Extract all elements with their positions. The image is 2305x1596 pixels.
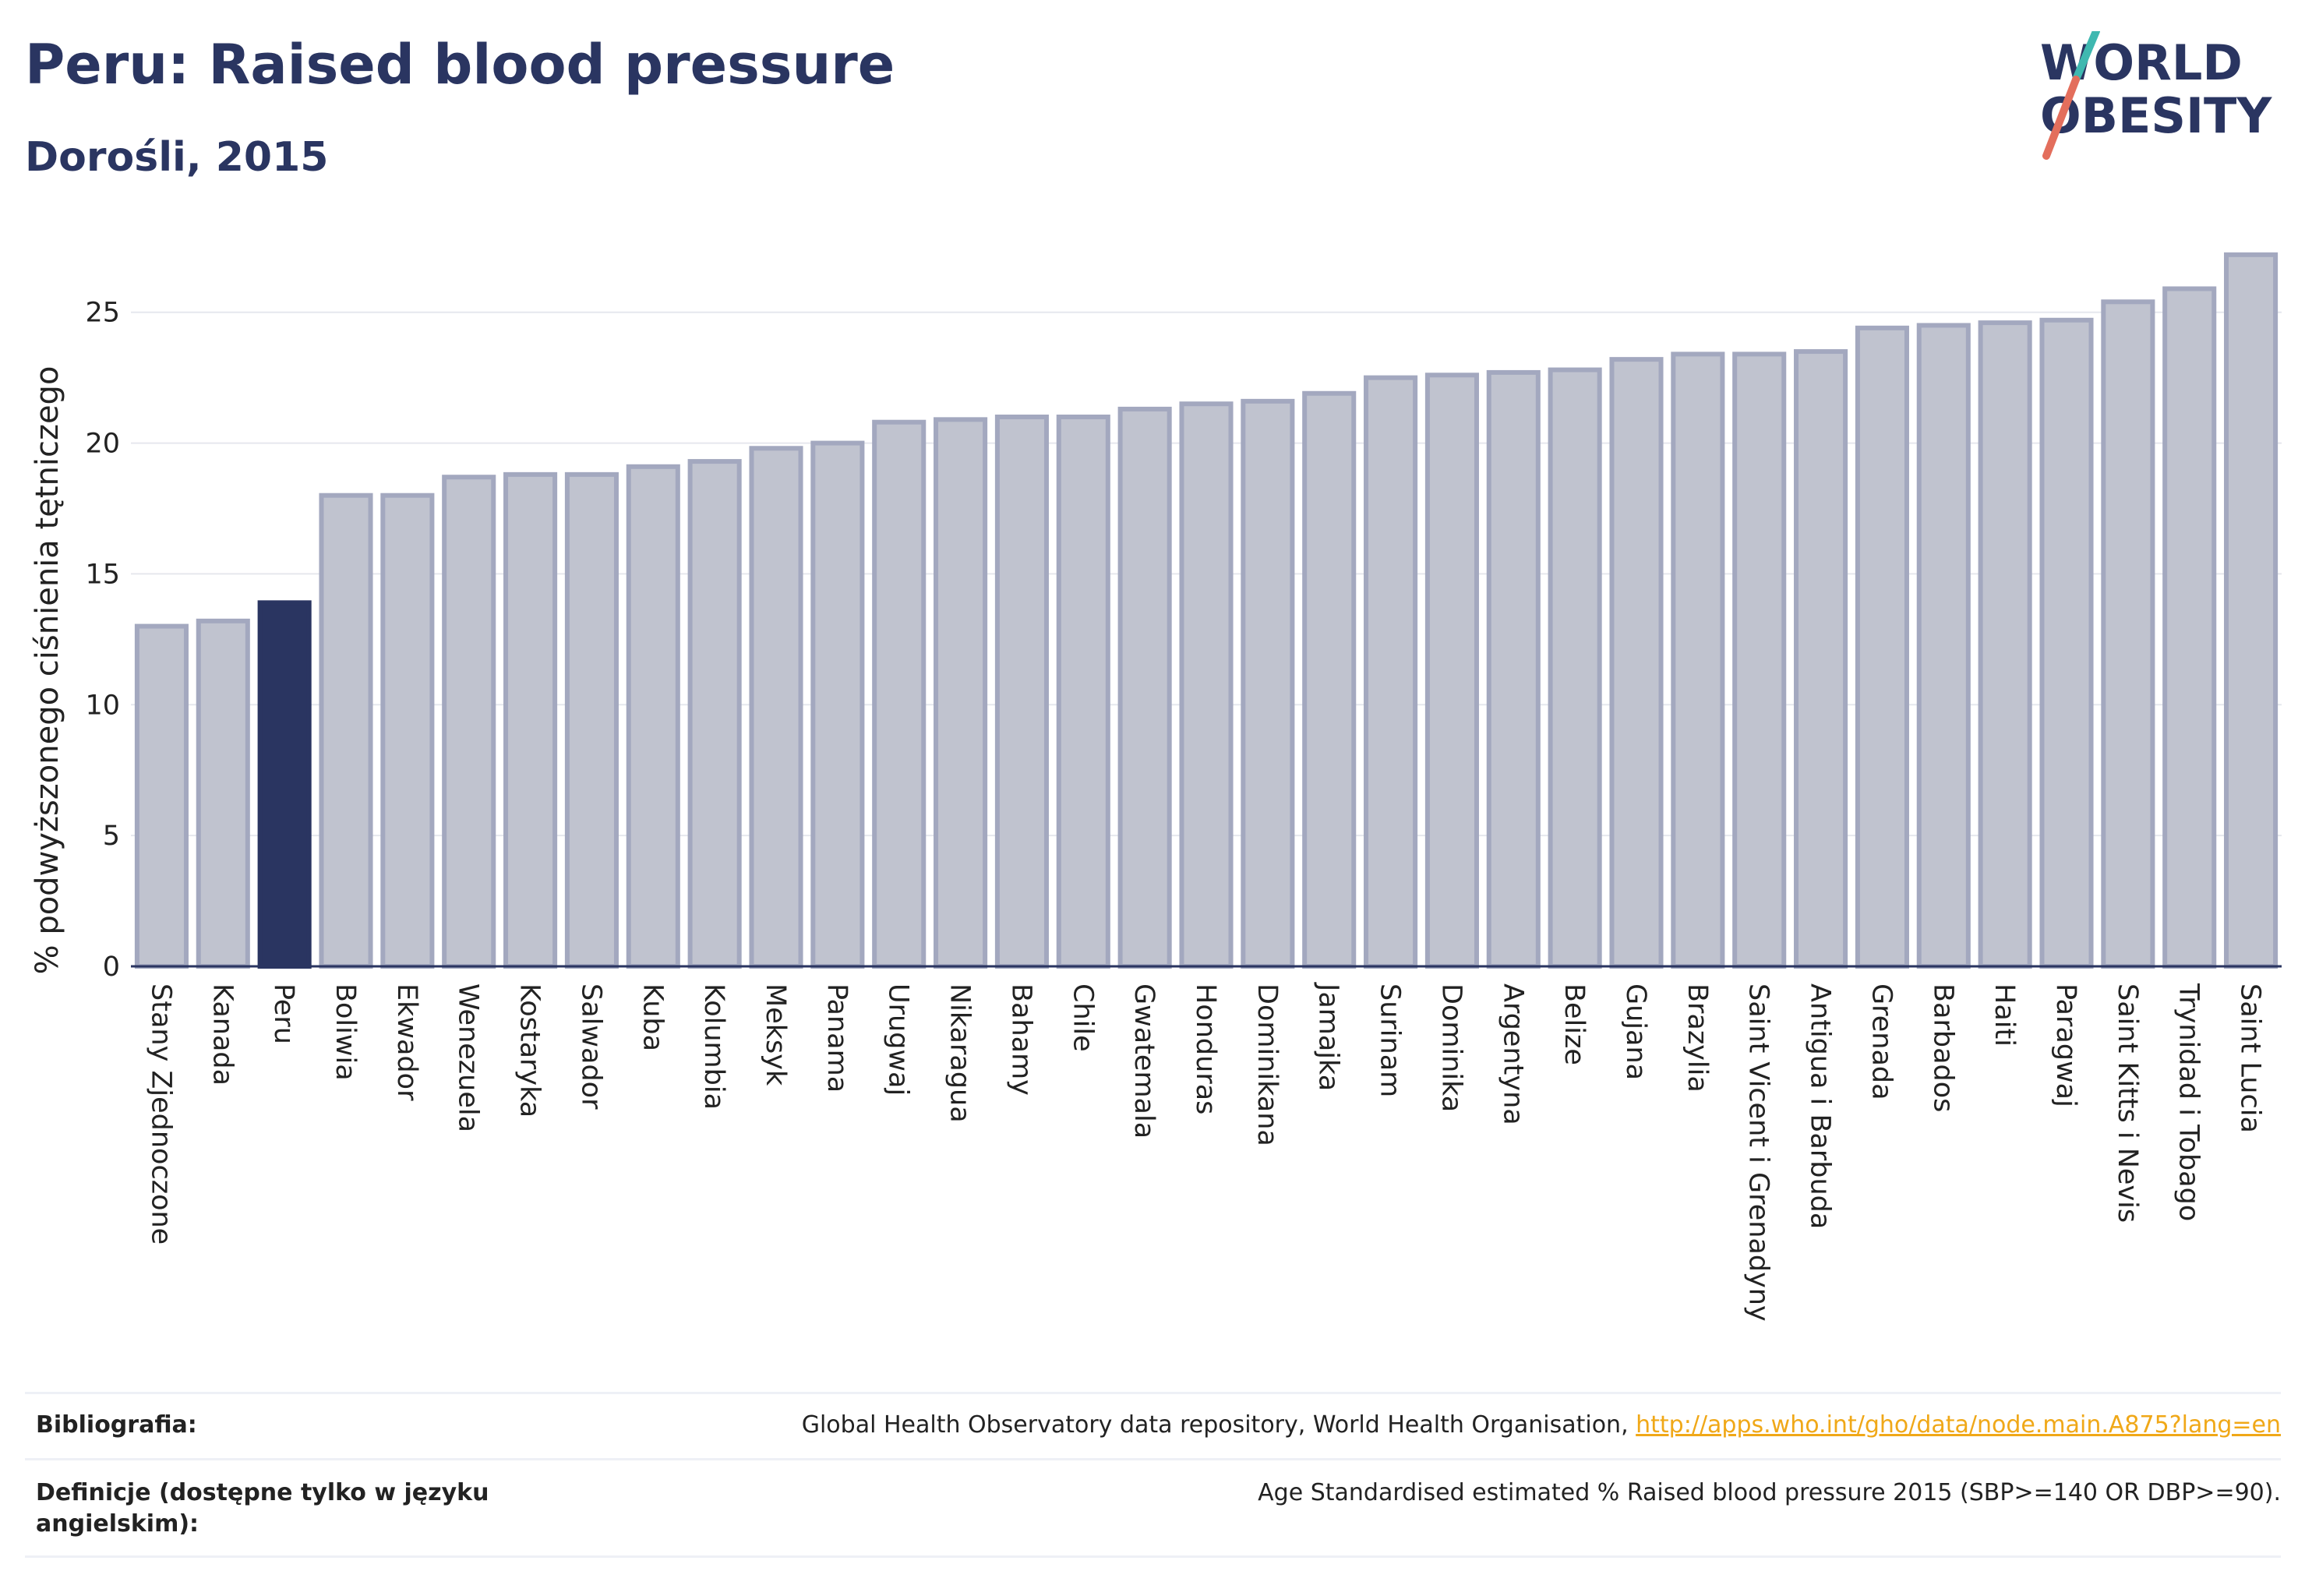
bar-chart: 0 5 10 15 20 25 Stany Zjednoczone Kanada Peru Bo… <box>30 252 2282 1322</box>
definitions-label: Definicje (dostępne tylko w języku angie… <box>36 1479 489 1538</box>
x-category-label: Chile <box>1067 983 1098 1052</box>
y-tick-label: 0 <box>103 952 120 983</box>
x-category-label: Kuba <box>637 983 668 1051</box>
bar[interactable] <box>1424 373 1479 969</box>
bar[interactable] <box>1916 323 1971 969</box>
bibliography-link[interactable]: http://apps.who.int/gho/data/node.main.A… <box>1636 1411 2281 1439</box>
bar[interactable] <box>1364 375 1418 969</box>
bar[interactable] <box>1241 398 1295 969</box>
definitions-value: Age Standardised estimated % Raised bloo… <box>1258 1479 2281 1506</box>
bar[interactable] <box>442 475 496 969</box>
x-category-label: Surinam <box>1375 983 1406 1097</box>
x-category-label: Meksyk <box>760 983 791 1086</box>
x-category-label: Dominika <box>1435 983 1467 1112</box>
footer-row-bibliography: Bibliografia: Global Health Observatory … <box>25 1392 2281 1458</box>
x-category-label: Wenezuela <box>453 983 484 1132</box>
x-category-label: Saint Lucia <box>2235 983 2266 1133</box>
bar[interactable] <box>1794 349 1848 969</box>
x-category-label: Haiti <box>1989 983 2020 1047</box>
x-category-label: Bahamy <box>1005 983 1036 1096</box>
x-category-label: Panama <box>821 983 852 1093</box>
bars <box>134 252 2279 969</box>
bar[interactable] <box>196 618 250 969</box>
bar[interactable] <box>564 471 619 969</box>
bar[interactable] <box>749 446 803 969</box>
logo-line2: OBESITY <box>2040 87 2272 144</box>
bar[interactable] <box>380 493 435 969</box>
x-category-label: Gujana <box>1620 983 1651 1080</box>
bar[interactable] <box>2162 286 2217 969</box>
bar[interactable] <box>1732 351 1787 969</box>
y-tick-label: 20 <box>85 429 120 460</box>
footer-table: Bibliografia: Global Health Observatory … <box>25 1392 2281 1558</box>
logo-slash-coral <box>2042 76 2080 160</box>
bar[interactable] <box>994 415 1049 969</box>
chart-title: Peru: Raised blood pressure <box>25 33 895 97</box>
bar[interactable] <box>1486 369 1541 969</box>
y-tick-label: 5 <box>103 821 120 852</box>
bar[interactable] <box>1056 415 1110 969</box>
bar[interactable] <box>319 493 373 969</box>
x-category-label: Argentyna <box>1497 983 1528 1125</box>
bibliography-text: Global Health Observatory data repositor… <box>801 1411 1636 1439</box>
x-category-label: Ekwador <box>391 983 422 1101</box>
x-category-label: Kostaryka <box>514 983 545 1118</box>
x-category-label: Paragwaj <box>2050 983 2081 1107</box>
logo-slash-teal <box>2072 31 2100 83</box>
x-category-label: Jamajka <box>1313 982 1344 1091</box>
bar[interactable] <box>2224 252 2279 969</box>
bar[interactable] <box>1855 325 1909 969</box>
bar[interactable] <box>1978 320 2032 969</box>
bar[interactable] <box>503 471 558 969</box>
bar[interactable] <box>872 419 927 969</box>
y-axis-label: % podwyższonego ciśnienia tętniczego <box>30 366 65 975</box>
x-category-label: Saint Kitts i Nevis <box>2112 983 2143 1223</box>
bibliography-label: Bibliografia: <box>36 1411 197 1439</box>
y-tick-label: 25 <box>85 298 120 329</box>
bar[interactable] <box>687 459 742 969</box>
x-category-label: Peru <box>268 983 299 1044</box>
bar[interactable] <box>134 623 189 969</box>
x-category-label: Dominikana <box>1251 983 1283 1146</box>
bibliography-value: Global Health Observatory data repositor… <box>802 1410 2281 1441</box>
x-category-label: Nikaragua <box>944 983 976 1123</box>
bar[interactable] <box>1117 406 1172 969</box>
x-category-label: Trynidad i Tobago <box>2173 983 2204 1221</box>
x-category-label: Boliwia <box>330 983 361 1081</box>
bar[interactable] <box>1671 351 1725 969</box>
y-tick-label: 15 <box>85 559 120 590</box>
bar[interactable] <box>1302 390 1357 969</box>
bar[interactable] <box>810 440 865 969</box>
x-category-label: Honduras <box>1190 983 1221 1114</box>
bar[interactable] <box>2039 317 2094 969</box>
x-category-label: Barbados <box>1927 983 1958 1112</box>
footer-row-definitions: Definicje (dostępne tylko w języku angie… <box>25 1458 2281 1558</box>
x-category-label: Salwador <box>575 983 606 1110</box>
x-category-label: Kanada <box>206 983 238 1086</box>
bar[interactable] <box>2101 299 2155 969</box>
x-category-label: Urugwaj <box>883 983 914 1096</box>
bar[interactable] <box>626 464 680 969</box>
x-category-label: Gwatemala <box>1128 983 1160 1139</box>
x-category-label: Brazylia <box>1682 983 1713 1093</box>
bar[interactable] <box>1548 367 1602 969</box>
bar[interactable] <box>934 417 988 969</box>
bar-highlight[interactable] <box>257 600 312 969</box>
x-category-label: Grenada <box>1866 983 1897 1100</box>
x-category-label: Antigua i Barbuda <box>1805 983 1836 1229</box>
y-tick-label: 10 <box>85 690 120 721</box>
y-tick-labels: 0 5 10 15 20 25 <box>85 298 120 983</box>
bar[interactable] <box>1179 401 1234 969</box>
x-category-label: Kolumbia <box>698 983 729 1110</box>
x-category-label: Belize <box>1558 983 1590 1065</box>
x-category-label: Saint Vicent i Grenadyny <box>1743 983 1774 1322</box>
bar[interactable] <box>1609 357 1664 969</box>
x-category-label: Stany Zjednoczone <box>145 983 176 1245</box>
world-obesity-logo: WORLD OBESITY <box>2040 31 2272 160</box>
chart-subtitle: Dorośli, 2015 <box>25 134 329 181</box>
x-category-labels: Stany Zjednoczone Kanada Peru Boliwia Ekwado… <box>145 982 2265 1322</box>
